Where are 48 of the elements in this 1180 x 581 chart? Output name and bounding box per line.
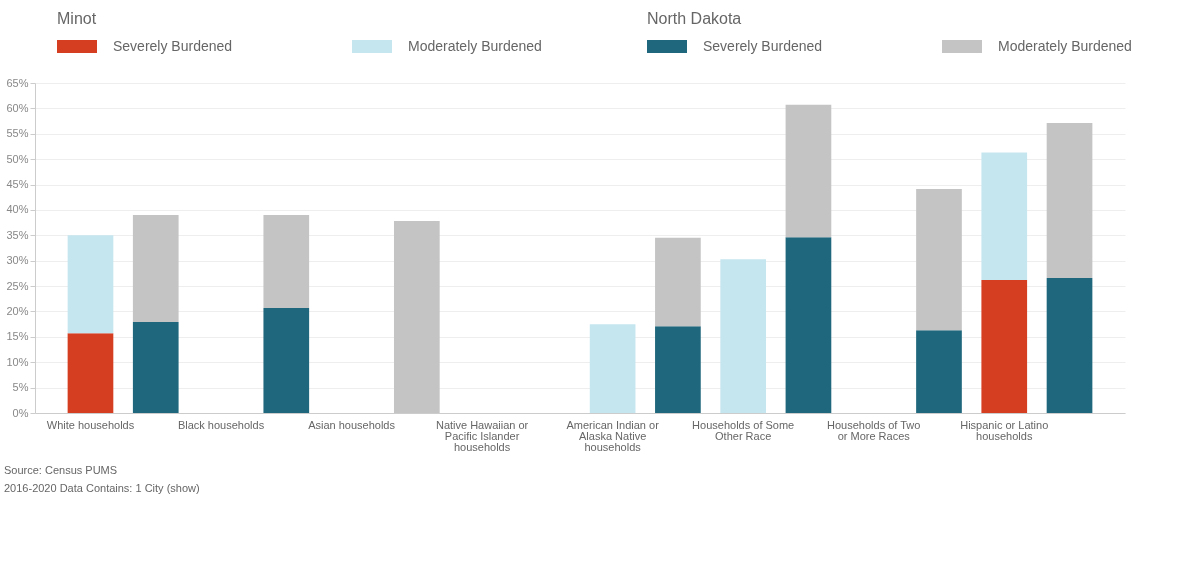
legend-label: Moderately Burdened: [998, 38, 1132, 54]
text: 2016-2020 Data Contains: 1 City (show): [4, 481, 201, 496]
y-tick-label: 65%: [6, 76, 29, 89]
source-note: Source: Census PUMS: [4, 463, 119, 478]
y-tick-label: 30%: [6, 254, 29, 267]
x-tick-label: Asian households: [308, 418, 396, 431]
bar: [785, 237, 832, 413]
x-tick-label: White households: [46, 418, 135, 431]
x-tick-label: Households of Some Other Race: [692, 418, 795, 442]
y-tick-label: 5%: [12, 381, 29, 394]
y-tick-label: 55%: [6, 127, 29, 140]
bar: [720, 259, 767, 413]
y-tick-label: 35%: [6, 228, 29, 241]
y-tick-label: 60%: [6, 101, 29, 114]
bar: [132, 215, 179, 323]
x-tick-label: American Indian or Alaska Native households: [566, 418, 660, 453]
bar: [655, 237, 701, 327]
bar: [785, 104, 832, 238]
y-tick-label: 10%: [6, 355, 29, 368]
x-tick-label: Native Hawaiian or Pacific Islander households: [435, 418, 529, 453]
bar: [263, 215, 310, 308]
bar: [1046, 277, 1093, 413]
bar: [655, 326, 701, 413]
text: Minot: [57, 10, 98, 29]
y-tick-label: 40%: [6, 203, 29, 216]
x-tick-label: Black households: [177, 418, 265, 431]
bar: [67, 235, 114, 334]
bar: [981, 152, 1028, 280]
legend-label: Severely Burdened: [703, 38, 823, 54]
y-tick-label: 25%: [6, 279, 29, 292]
bar: [67, 333, 114, 413]
bar: [263, 307, 310, 413]
legend-label: Moderately Burdened: [408, 38, 542, 54]
y-tick-label: 50%: [6, 152, 29, 165]
x-tick-label: Households of Two or More Races: [827, 418, 921, 442]
bar: [1046, 123, 1093, 278]
bar: [589, 324, 636, 413]
bar: [916, 189, 962, 331]
y-tick-label: 15%: [6, 330, 29, 343]
y-tick-label: 20%: [6, 304, 29, 317]
y-tick-label: 45%: [6, 178, 29, 191]
y-tick-label: 0%: [12, 406, 29, 419]
text: North Dakota: [647, 10, 743, 29]
x-tick-label: Hispanic or Latino households: [960, 418, 1049, 442]
bar: [132, 322, 179, 413]
legend-label: Severely Burdened: [113, 38, 233, 54]
bar: [981, 279, 1028, 413]
bar: [916, 330, 962, 413]
